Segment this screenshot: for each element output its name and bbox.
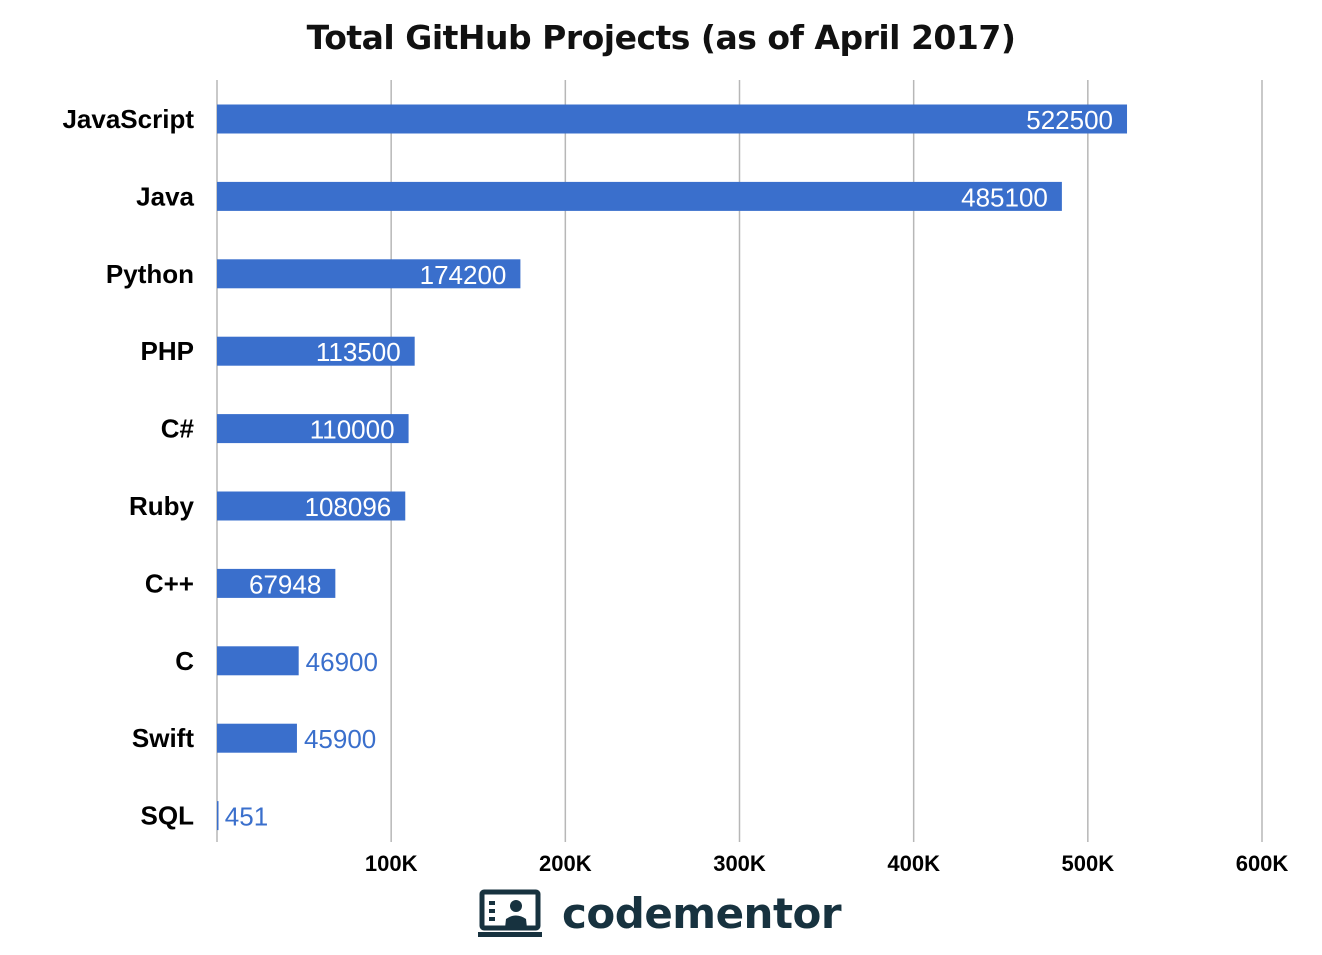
category-label: SQL — [141, 801, 195, 831]
chart-title: Total GitHub Projects (as of April 2017) — [306, 18, 1016, 57]
data-label: 108096 — [305, 492, 392, 522]
bar — [217, 646, 299, 676]
bar — [217, 104, 1128, 134]
x-tick-label: 500K — [1062, 851, 1115, 876]
logo-text: codementor — [562, 888, 842, 938]
category-label: C — [175, 646, 194, 676]
data-label: 485100 — [961, 182, 1048, 212]
data-label: 174200 — [420, 260, 507, 290]
bar — [217, 491, 406, 521]
bar — [217, 259, 521, 289]
data-label: 522500 — [1026, 105, 1113, 135]
x-tick-label: 200K — [539, 851, 592, 876]
category-label: Swift — [132, 723, 194, 753]
labels: 100K 200K 300K 400K 500K 600K JavaScript 522500… — [62, 104, 1288, 876]
category-label: C++ — [145, 568, 194, 598]
category-label: Python — [106, 259, 194, 289]
category-label: Java — [136, 181, 194, 211]
data-label: 451 — [225, 802, 268, 832]
data-label: 67948 — [249, 569, 321, 599]
data-label: 45900 — [304, 724, 376, 754]
data-label: 46900 — [306, 647, 378, 677]
codementor-logo: codementor — [478, 885, 842, 941]
presenter-board-icon — [478, 889, 542, 937]
bar — [217, 336, 415, 366]
category-label: JavaScript — [62, 104, 194, 134]
bar — [217, 414, 409, 444]
x-tick-label: 600K — [1236, 851, 1289, 876]
x-tick-label: 300K — [713, 851, 766, 876]
x-tick-label: 400K — [887, 851, 940, 876]
category-label: C# — [161, 414, 195, 444]
x-tick-label: 100K — [365, 851, 418, 876]
bar — [217, 181, 1062, 211]
bar — [217, 568, 336, 598]
category-label: PHP — [141, 336, 194, 366]
bars — [217, 104, 1128, 831]
data-label: 110000 — [310, 415, 395, 445]
bar-chart: 100K 200K 300K 400K 500K 600K JavaScript 522500… — [62, 80, 1288, 876]
bar — [217, 723, 297, 753]
data-label: 113500 — [316, 337, 401, 367]
bar — [217, 801, 219, 831]
category-label: Ruby — [129, 491, 195, 521]
